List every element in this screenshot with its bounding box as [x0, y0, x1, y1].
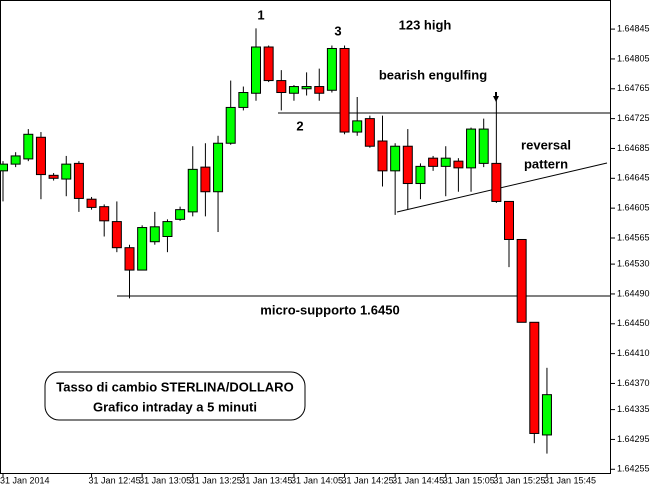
x-tick-label: 31 Jan 14:45 [392, 475, 444, 485]
candle-body [187, 168, 198, 213]
y-tick-label: 1.64685 [617, 143, 650, 153]
x-tick-label: 31 Jan 14:25 [342, 475, 394, 485]
y-tick-label: 1.64295 [617, 434, 650, 444]
candle-body [288, 86, 299, 94]
annotation: micro-supporto 1.6450 [260, 302, 399, 317]
candle-body [301, 86, 312, 90]
candle-body [541, 394, 552, 436]
candle-body [491, 162, 502, 202]
candle-body [440, 157, 451, 167]
candle-body [314, 86, 325, 94]
y-tick-label: 1.64530 [617, 258, 650, 268]
box-text: Tasso di cambio STERLINA/DOLLARO [56, 379, 293, 394]
candle-body [73, 162, 84, 199]
candle-body [99, 206, 110, 222]
box-text: Grafico intraday a 5 minuti [93, 399, 257, 414]
y-tick-label: 1.64335 [617, 404, 650, 414]
candle-body [225, 106, 236, 144]
candle-body [529, 321, 540, 434]
candle-body [86, 198, 97, 208]
x-tick-label: 31 Jan 13:25 [190, 475, 242, 485]
annotation: reversal [521, 137, 571, 152]
x-tick-label: 31 Jan 12:45 [89, 475, 141, 485]
y-tick-label: 1.64845 [617, 23, 650, 33]
x-tick-label: 31 Jan 2014 [0, 475, 50, 485]
candle-body [276, 80, 287, 94]
candle-body [0, 163, 8, 172]
candle-body [352, 120, 363, 133]
candle-body [48, 174, 59, 179]
candle-body [263, 46, 274, 82]
x-tick-label: 31 Jan 15:45 [544, 475, 596, 485]
candle-body [516, 238, 527, 323]
candle-body [415, 165, 426, 185]
y-tick-label: 1.64370 [617, 378, 650, 388]
annotation: 123 high [399, 17, 452, 32]
candle-body [364, 118, 375, 147]
candle-body [238, 92, 249, 108]
y-tick-label: 1.64255 [617, 464, 650, 474]
candle-body [10, 155, 21, 165]
candle-body [137, 227, 148, 271]
y-tick-label: 1.64725 [617, 113, 650, 123]
annotation: pattern [524, 156, 568, 171]
y-tick-label: 1.64410 [617, 348, 650, 358]
annotation: 2 [296, 118, 303, 133]
candle-body [124, 247, 135, 271]
candle-body [390, 145, 401, 172]
candle-body [326, 47, 337, 91]
y-tick-label: 1.64765 [617, 83, 650, 93]
candle-body [149, 226, 160, 243]
candle-body [428, 157, 439, 167]
candle-body [504, 200, 514, 240]
candle-body [61, 163, 72, 180]
candle-body [162, 221, 173, 237]
candle-body [453, 160, 464, 169]
x-tick-label: 31 Jan 15:05 [443, 475, 495, 485]
y-tick-label: 1.64605 [617, 203, 650, 213]
y-tick-label: 1.64645 [617, 173, 650, 183]
annotation: 3 [334, 23, 341, 38]
candle-body [377, 140, 388, 172]
annotation: bearish engulfing [379, 67, 487, 82]
trend-line [396, 162, 608, 213]
candle-body [213, 142, 224, 193]
info-box [44, 371, 306, 421]
x-tick-label: 31 Jan 13:05 [139, 475, 191, 485]
candle-body [251, 46, 261, 94]
candle-body [35, 136, 46, 176]
x-tick-label: 31 Jan 15:25 [493, 475, 545, 485]
y-tick-label: 1.64565 [617, 232, 650, 242]
candle-body [478, 128, 489, 164]
candle-body [200, 166, 211, 193]
candle-body [339, 47, 350, 133]
candle-body [402, 145, 413, 185]
y-tick-label: 1.64805 [617, 53, 650, 63]
y-tick-label: 1.64490 [617, 288, 650, 298]
x-tick-label: 31 Jan 14:05 [291, 475, 343, 485]
candle-body [175, 209, 186, 220]
candle-body [466, 128, 477, 169]
candle-body [23, 133, 34, 160]
candle-body [111, 221, 122, 249]
y-tick-label: 1.64450 [617, 318, 650, 328]
x-tick-label: 31 Jan 13:45 [240, 475, 292, 485]
annotation: 1 [257, 7, 264, 22]
